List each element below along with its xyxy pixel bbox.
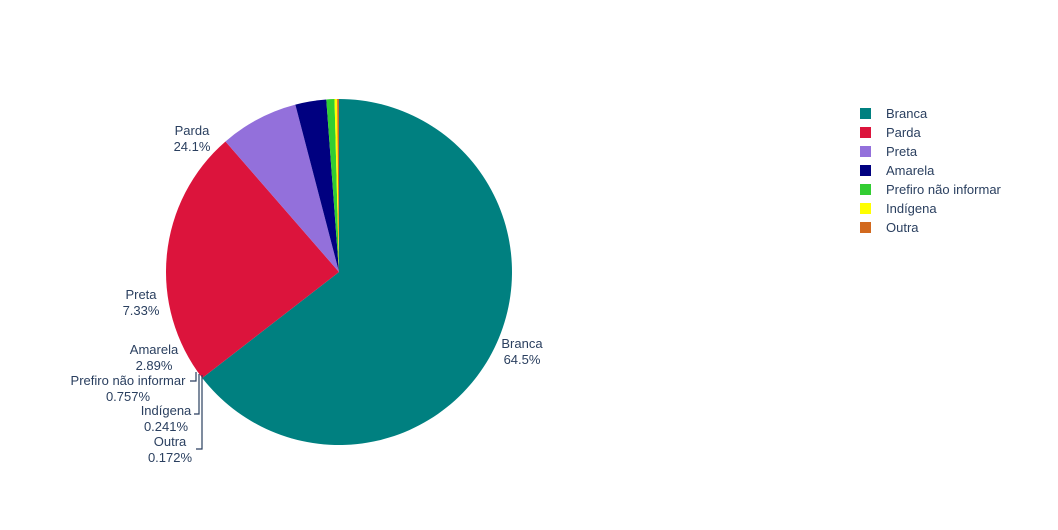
legend-swatch — [860, 222, 871, 233]
slice-label-parda: Parda 24.1% — [174, 123, 211, 154]
slice-label-name: Amarela — [130, 342, 179, 357]
slice-label-percent: 0.172% — [148, 450, 193, 465]
pie-slice-prefiro-nao-informar[interactable] — [326, 99, 339, 272]
legend-item-branca[interactable]: Branca — [860, 106, 928, 121]
slice-label-percent: 0.757% — [106, 389, 151, 404]
slice-label-indigena: Indígena 0.241% — [141, 403, 192, 434]
slice-label-preta: Preta 7.33% — [123, 287, 160, 318]
slice-label-name: Branca — [501, 336, 543, 351]
legend-label: Preta — [886, 144, 918, 159]
pie-slice-indigena[interactable] — [334, 99, 339, 272]
legend-label: Indígena — [886, 201, 937, 216]
slice-label-name: Indígena — [141, 403, 192, 418]
legend-swatch — [860, 146, 871, 157]
legend-swatch — [860, 165, 871, 176]
legend-item-preta[interactable]: Preta — [860, 144, 918, 159]
pie-slice-outra[interactable] — [337, 99, 339, 272]
legend-swatch — [860, 127, 871, 138]
leader-line-indigena — [194, 374, 200, 415]
slice-label-percent: 2.89% — [136, 358, 173, 373]
slice-label-percent: 0.241% — [144, 419, 189, 434]
pie-slices — [165, 99, 512, 445]
legend-label: Amarela — [886, 163, 935, 178]
legend-label: Parda — [886, 125, 921, 140]
slice-label-name: Parda — [175, 123, 210, 138]
slice-label-name: Preta — [125, 287, 157, 302]
legend-label: Outra — [886, 220, 919, 235]
leader-line-outra — [196, 375, 203, 450]
legend-item-outra[interactable]: Outra — [860, 220, 919, 235]
slice-label-amarela: Amarela 2.89% — [130, 342, 179, 373]
legend-item-indigena[interactable]: Indígena — [860, 201, 937, 216]
leader-line-prefiro-nao-informar — [190, 372, 197, 382]
pie-slice-branca[interactable] — [202, 99, 512, 445]
slice-labels: Branca 64.5% Parda 24.1% Preta 7.33% Amarela 2.… — [71, 123, 544, 465]
slice-label-outra: Outra 0.172% — [148, 434, 193, 465]
slice-label-percent: 64.5% — [504, 352, 541, 367]
slice-label-percent: 24.1% — [174, 139, 211, 154]
legend-label: Branca — [886, 106, 928, 121]
legend-item-parda[interactable]: Parda — [860, 125, 921, 140]
slice-label-branca: Branca 64.5% — [501, 336, 543, 367]
legend-item-amarela[interactable]: Amarela — [860, 163, 935, 178]
slice-label-prefiro-nao-informar: Prefiro não informar 0.757% — [71, 373, 187, 404]
legend-swatch — [860, 108, 871, 119]
legend-swatch — [860, 184, 871, 195]
pie-slice-preta[interactable] — [225, 104, 339, 272]
pie-slice-amarela[interactable] — [295, 99, 339, 272]
slice-label-percent: 7.33% — [123, 303, 160, 318]
legend-item-prefiro-nao-informar[interactable]: Prefiro não informar — [860, 182, 1002, 197]
slice-label-name: Outra — [154, 434, 187, 449]
legend-swatch — [860, 203, 871, 214]
leader-lines — [190, 372, 203, 450]
legend-label: Prefiro não informar — [886, 182, 1002, 197]
pie-slice-parda[interactable] — [165, 141, 339, 378]
legend: Branca Parda Preta Amarela Prefiro não infor… — [860, 106, 1002, 235]
slice-label-name: Prefiro não informar — [71, 373, 187, 388]
